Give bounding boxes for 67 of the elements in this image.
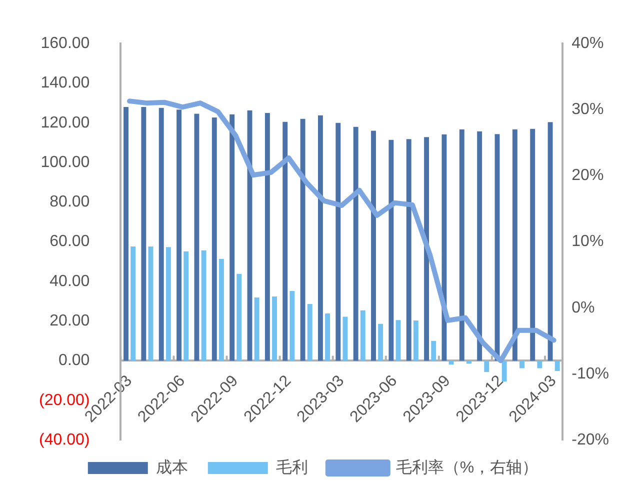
y2-tick-label: 30% [572, 101, 604, 118]
y-tick-label: 80.00 [50, 194, 90, 211]
bar [512, 129, 518, 361]
bar [218, 258, 224, 361]
bar [194, 114, 200, 361]
y-tick-label: 160.00 [40, 35, 90, 52]
bar [236, 274, 242, 361]
bar [272, 296, 277, 361]
bar [148, 246, 154, 361]
bar [502, 360, 507, 382]
bar [290, 290, 295, 361]
y-tick-label: 100.00 [40, 154, 90, 171]
y-tick-label: 40.00 [50, 272, 90, 290]
bar [448, 360, 454, 364]
y2-tick-label: 10% [572, 233, 604, 250]
bar [264, 112, 270, 361]
bar [537, 360, 542, 368]
bar [212, 118, 217, 361]
bar [325, 314, 330, 361]
bar [318, 115, 323, 361]
bar [166, 247, 171, 361]
legend-label: 毛利 [276, 458, 308, 476]
y-tick-label: 140.00 [40, 74, 90, 92]
bar [371, 130, 376, 361]
bar [176, 110, 182, 361]
bar [201, 250, 206, 361]
bar [530, 128, 536, 361]
bar [300, 118, 306, 361]
bar [307, 304, 312, 361]
bar [378, 324, 384, 361]
bar [424, 137, 429, 361]
bar [158, 108, 164, 361]
bar [130, 246, 136, 361]
bar [413, 320, 418, 361]
bar [230, 114, 235, 361]
bar [484, 360, 490, 372]
bar [254, 297, 260, 361]
y2-tick-label: -10% [572, 365, 610, 382]
y2-tick-label: 40% [572, 35, 604, 52]
bar [342, 316, 348, 361]
bar [353, 126, 358, 361]
y2-tick-label: -20% [572, 431, 610, 448]
y2-tick-label: 0% [572, 299, 595, 316]
bar [141, 107, 146, 361]
y-tick-label: 60.00 [50, 233, 90, 250]
bar [184, 251, 189, 361]
bar [282, 122, 288, 361]
y-tick-label: 20.00 [50, 312, 90, 330]
bar [388, 140, 394, 361]
bar [396, 320, 401, 361]
bar [336, 122, 341, 361]
y-tick-label: (40.00) [38, 431, 90, 448]
bar [360, 310, 366, 361]
bar [459, 129, 464, 361]
legend-label: 成本 [156, 458, 188, 476]
bar [520, 360, 524, 368]
legend-label: 毛利率（%，右轴） [396, 458, 538, 476]
y-tick-label: 0.00 [58, 352, 90, 370]
bar [124, 107, 128, 361]
bar [554, 360, 560, 372]
bar [406, 139, 412, 361]
y-tick-label: 120.00 [40, 114, 90, 132]
y2-tick-label: 20% [572, 167, 604, 184]
bar [466, 360, 472, 364]
bar [477, 131, 482, 361]
bar [431, 340, 436, 361]
bar [442, 134, 447, 361]
